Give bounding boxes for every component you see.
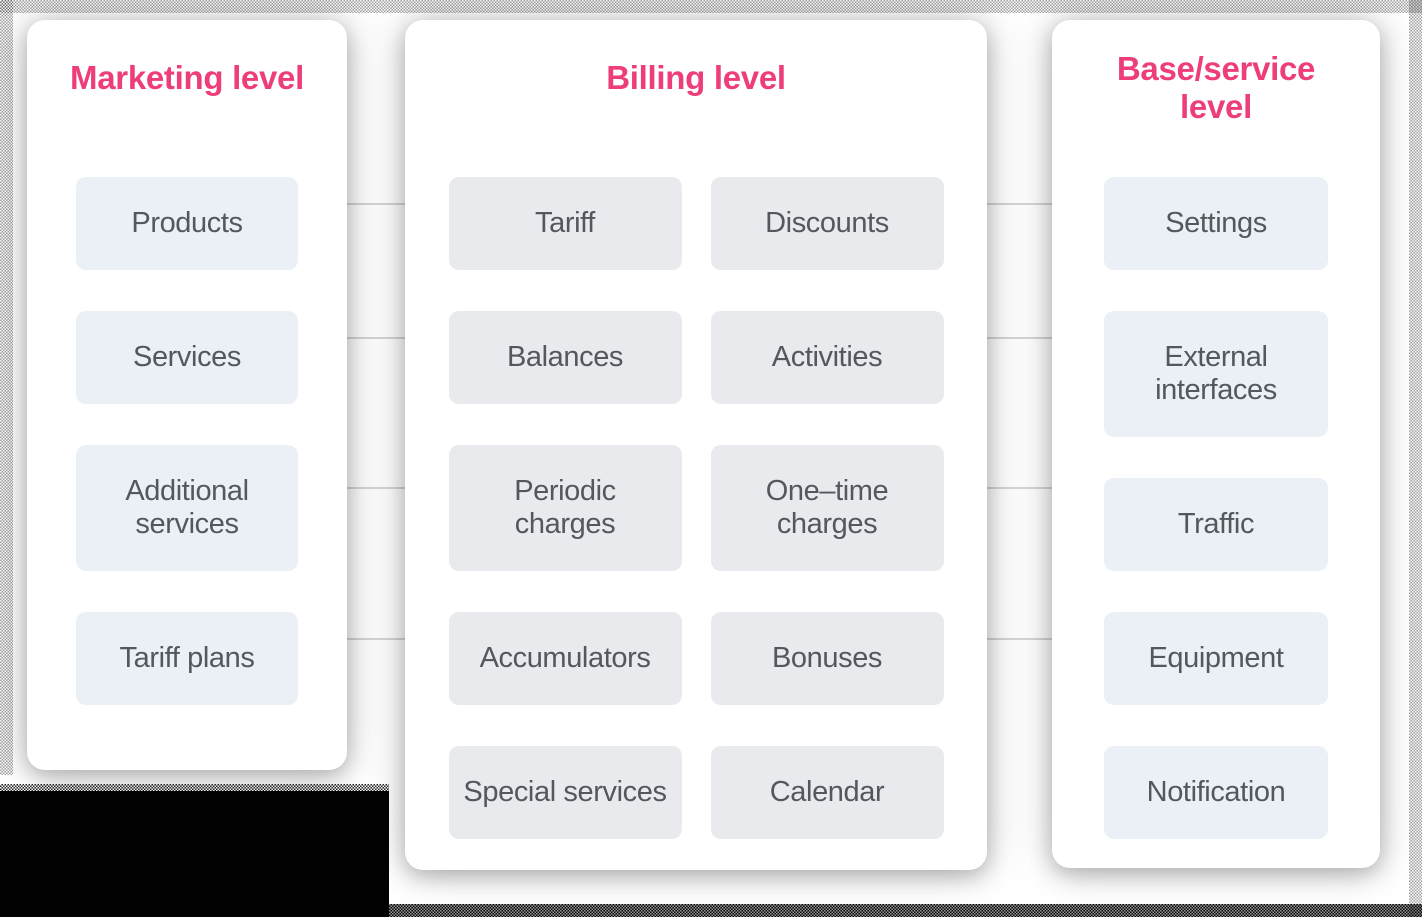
- base-service-level-nodes: Settings External interfaces Traffic Equ…: [1052, 177, 1380, 839]
- node-settings: Settings: [1104, 177, 1328, 270]
- dither-artifact-left-edge: [0, 0, 13, 775]
- node-traffic: Traffic: [1104, 478, 1328, 571]
- node-equipment: Equipment: [1104, 612, 1328, 705]
- node-discounts: Discounts: [710, 177, 944, 270]
- node-additional-services: Additional services: [76, 445, 298, 571]
- billing-level-title: Billing level: [606, 59, 786, 96]
- transparency-artifact-black-region: [0, 784, 389, 917]
- base-service-level-card: Base/service level Settings External int…: [1052, 20, 1380, 868]
- dither-artifact-top-edge: [0, 0, 1422, 13]
- billing-level-nodes: Tariff Discounts Balances Activities Per…: [405, 177, 987, 839]
- dither-artifact-right-edge: [1409, 0, 1422, 917]
- node-products: Products: [76, 177, 298, 270]
- node-notification: Notification: [1104, 746, 1328, 839]
- node-activities: Activities: [710, 311, 944, 404]
- node-external-interfaces: External interfaces: [1104, 311, 1328, 437]
- node-tariff-plans: Tariff plans: [76, 612, 298, 705]
- node-services: Services: [76, 311, 298, 404]
- billing-level-card: Billing level Tariff Discounts Balances …: [405, 20, 987, 870]
- dither-artifact-bottom-edge: [380, 904, 1422, 917]
- marketing-level-nodes: Products Services Additional services Ta…: [27, 177, 347, 705]
- node-calendar: Calendar: [710, 746, 944, 839]
- marketing-level-card: Marketing level Products Services Additi…: [27, 20, 347, 770]
- node-accumulators: Accumulators: [448, 612, 682, 705]
- node-balances: Balances: [448, 311, 682, 404]
- node-tariff: Tariff: [448, 177, 682, 270]
- base-service-level-title: Base/service level: [1116, 50, 1316, 125]
- node-one-time-charges: One–time charges: [710, 445, 944, 571]
- node-special-services: Special services: [448, 746, 682, 839]
- node-bonuses: Bonuses: [710, 612, 944, 705]
- node-periodic-charges: Periodic charges: [448, 445, 682, 571]
- marketing-level-title: Marketing level: [70, 59, 304, 96]
